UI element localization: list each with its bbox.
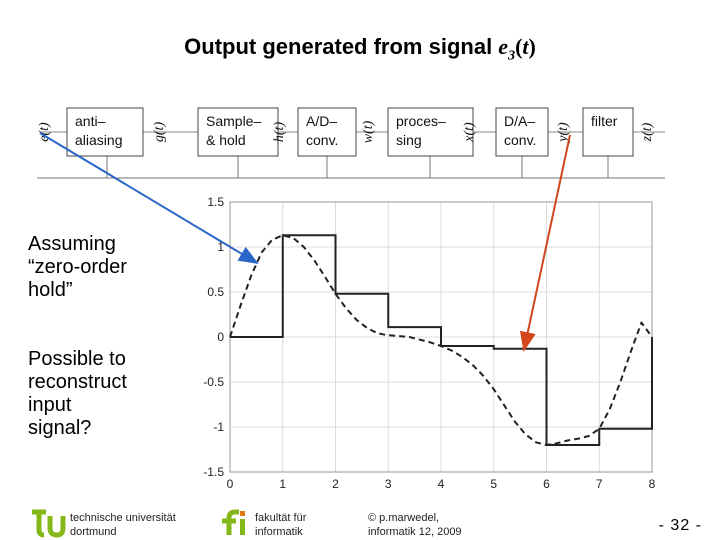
question-line: input: [28, 394, 72, 416]
signal-label: g(t): [152, 122, 167, 143]
x-tick-label: 3: [385, 477, 392, 491]
chain-block-label: proces–: [396, 113, 446, 129]
question-text: Possible to reconstruct input signal?: [28, 348, 127, 440]
series-zero-order-hold: [230, 234, 653, 446]
assumption-line: hold”: [28, 279, 73, 301]
chain-block-label: sing: [396, 132, 422, 148]
signal-label: z(t): [640, 122, 655, 142]
chain-block-label: conv.: [306, 132, 338, 148]
page-number: - 32 -: [658, 517, 702, 534]
question-line: Possible to: [28, 348, 126, 370]
y-tick-label: 0.5: [207, 285, 224, 299]
chain-block-label: D/A–: [504, 113, 535, 129]
x-tick-label: 4: [438, 477, 445, 491]
signal-plot: 0 1 2 3 4 5 6 7 8 1.5 1 0.5 0 -0.5 -1 -1.5: [203, 195, 656, 491]
chain-block-label: conv.: [504, 132, 536, 148]
tu-logo-icon: [32, 509, 66, 538]
x-tick-label: 1: [279, 477, 286, 491]
question-line: reconstruct: [28, 371, 127, 393]
chain-block: [582, 107, 634, 157]
y-tick-label: -1.5: [203, 465, 224, 479]
signal-label: y(t): [556, 122, 571, 144]
x-tick-label: 6: [543, 477, 550, 491]
chain-block-label: Sample–: [206, 113, 261, 129]
question-line: signal?: [28, 417, 92, 439]
chain-block: [387, 107, 474, 157]
x-tick-label: 8: [649, 477, 656, 491]
signal-label: e(t): [37, 122, 52, 142]
y-tick-label: -1: [213, 420, 224, 434]
slide-title: Output generated from signal e3(t): [0, 34, 720, 64]
chain-block: [297, 107, 357, 157]
assumption-line: Assuming: [28, 233, 116, 255]
chain-block-label: A/D–: [306, 113, 337, 129]
university-name: technische universität dortmund: [70, 512, 176, 538]
title-text: Output generated from signal: [184, 34, 499, 59]
signal-label: x(t): [462, 122, 477, 143]
x-tick-label: 0: [227, 477, 234, 491]
assumption-line: “zero-order: [28, 256, 127, 278]
chain-block-label: aliasing: [75, 132, 122, 148]
y-tick-label: -0.5: [203, 375, 224, 389]
faculty-name: fakultät für informatik: [255, 512, 307, 538]
y-tick-label: 1.5: [207, 195, 224, 209]
signal-label: h(t): [272, 122, 287, 143]
x-tick-label: 5: [490, 477, 497, 491]
signal-chain-diagram: anti– aliasing Sample– & hold A/D– conv. proce…: [37, 107, 665, 179]
title-signal: e3(t): [498, 34, 536, 64]
assumption-text: Assuming “zero-order hold”: [28, 233, 127, 302]
y-tick-label: 1: [217, 240, 224, 254]
chain-block-label: & hold: [206, 132, 246, 148]
copyright: © p.marwedel, informatik 12, 2009: [368, 512, 462, 538]
chain-block-label: anti–: [75, 113, 106, 129]
x-tick-label: 7: [596, 477, 603, 491]
x-tick-label: 2: [332, 477, 339, 491]
fi-logo-icon: [222, 509, 245, 535]
y-tick-label: 0: [217, 330, 224, 344]
chain-block-label: filter: [591, 113, 618, 129]
signal-label: w(t): [361, 120, 376, 143]
